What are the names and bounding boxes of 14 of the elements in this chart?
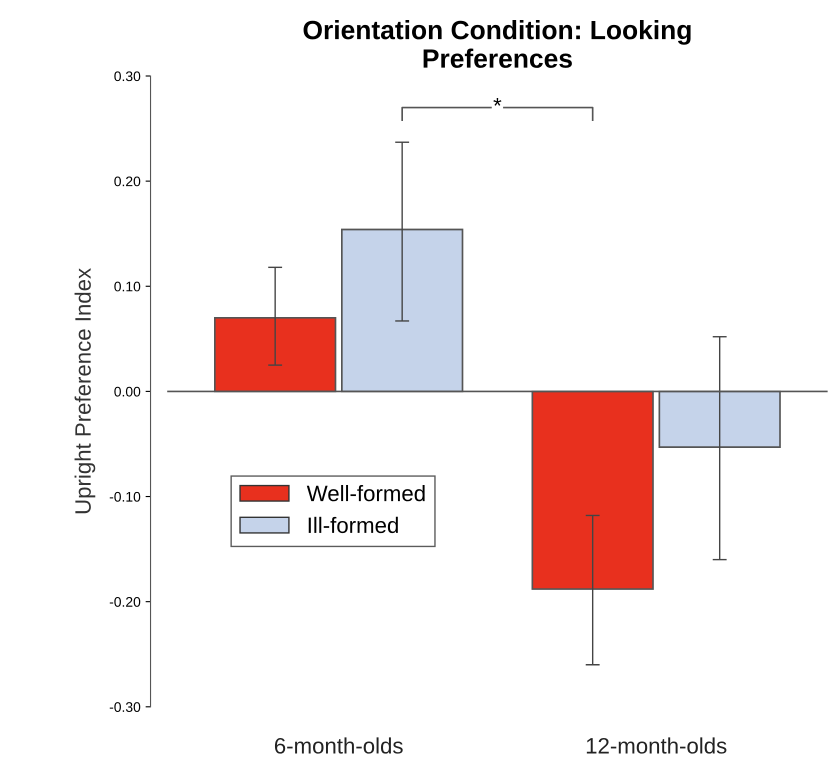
x-tick-label: 12-month-olds: [586, 737, 726, 754]
y-tick-label: -0.10: [110, 492, 140, 502]
y-tick-label: 0.30: [114, 71, 140, 82]
annotation: *: [493, 98, 502, 106]
y-tick-label: 0.10: [114, 282, 140, 292]
y-tick-label: -0.30: [110, 702, 140, 712]
y-tick-label: 0.20: [114, 176, 140, 186]
legend-label: Well-formed: [306, 484, 425, 502]
y-tick-label: -0.20: [110, 597, 140, 607]
chart-title: Orientation Condition: Looking Preferences: [304, 20, 691, 68]
x-tick-label: 6-month-olds: [274, 737, 403, 754]
y-tick-label: 0.00: [114, 386, 140, 397]
legend-label: Ill-formed: [308, 516, 398, 534]
y-axis-title: Upright Preference Index: [74, 268, 96, 514]
